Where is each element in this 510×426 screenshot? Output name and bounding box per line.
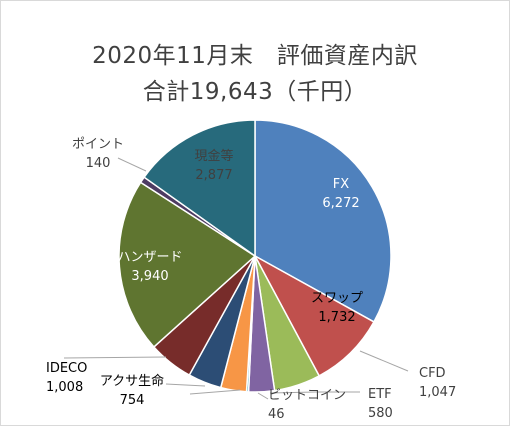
pie-slice bbox=[254, 119, 392, 323]
leader-line bbox=[63, 356, 167, 359]
slice-label: ポイント bbox=[72, 137, 124, 152]
leader-line bbox=[269, 391, 360, 394]
slice-label: CFD bbox=[419, 366, 446, 381]
slice-value-label: 1,047 bbox=[419, 385, 456, 400]
chart-title: 2020年11月末 評価資産内訳 bbox=[92, 43, 418, 69]
leader-line bbox=[165, 383, 206, 387]
slice-label: スワップ bbox=[311, 291, 363, 306]
slice-label: IDECO bbox=[46, 361, 87, 376]
slice-value-label: 3,940 bbox=[131, 269, 168, 284]
slice-label: ビットコイン bbox=[268, 388, 346, 403]
slice-value-label: 2,877 bbox=[195, 168, 232, 183]
pie-slice bbox=[253, 254, 375, 377]
chart-subtitle: 合計19,643（千円） bbox=[142, 79, 368, 105]
slice-value-label: 46 bbox=[268, 407, 285, 422]
leader-line bbox=[257, 392, 269, 400]
leader-line bbox=[117, 157, 147, 172]
slice-value-label: 1,008 bbox=[46, 380, 83, 395]
slice-value-label: 6,272 bbox=[322, 196, 359, 211]
slice-label: 現金等 bbox=[194, 148, 233, 164]
pie-slice bbox=[143, 119, 256, 258]
slice-value-label: 754 bbox=[120, 393, 145, 408]
slice-label: ETF bbox=[368, 387, 392, 402]
leader-line bbox=[359, 350, 409, 372]
slice-label: アクサ生命 bbox=[100, 373, 164, 389]
slice-value-label: 1,732 bbox=[318, 310, 355, 325]
slice-label: ハンザード bbox=[117, 250, 182, 265]
slice-label: FX bbox=[333, 177, 349, 192]
slice-value-label: 140 bbox=[86, 156, 111, 171]
slice-value-label: 580 bbox=[368, 406, 393, 421]
leader-line bbox=[189, 389, 241, 395]
pie-slice bbox=[118, 181, 257, 349]
